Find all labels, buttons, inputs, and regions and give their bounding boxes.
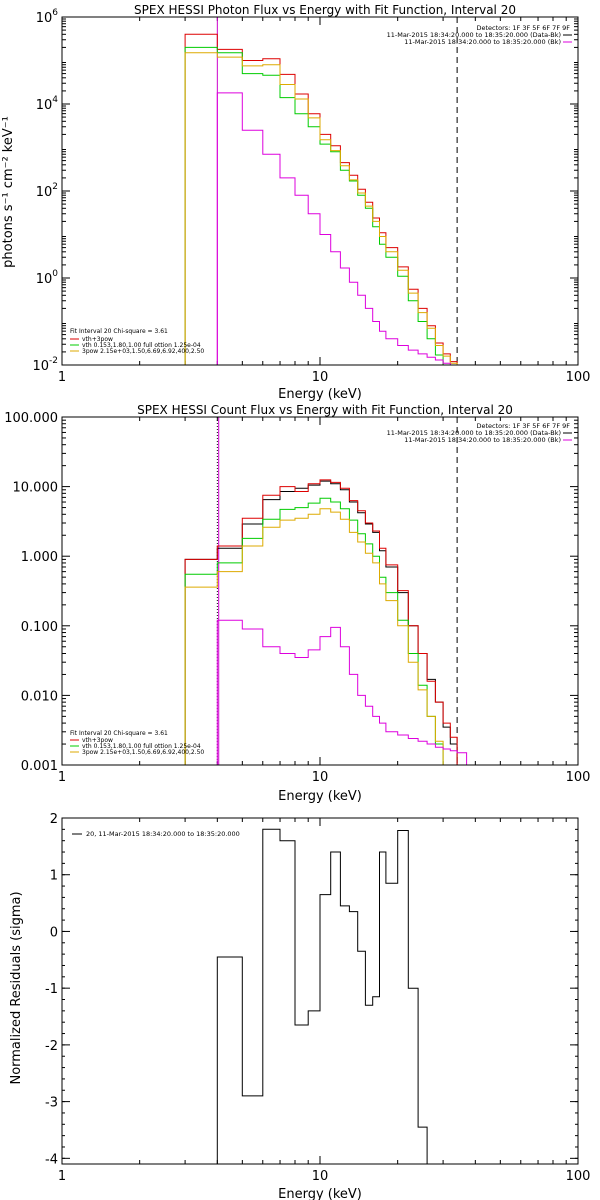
x-tick-label: 10 (312, 770, 329, 785)
panel1-ylabel: photons s⁻¹ cm⁻² keV⁻¹ (1, 116, 16, 268)
series-line (184, 480, 458, 765)
y-tick-label: 0.100 (21, 620, 58, 635)
panel3-axes-box (61, 817, 579, 1165)
y-tick-label: 0.001 (21, 759, 58, 774)
panel1-legend-bottom: Fit Interval 20 Chi-square = 3.61 vth+3p… (70, 328, 204, 355)
series-line (184, 508, 458, 766)
x-tick-label: 100 (566, 370, 591, 385)
y-tick-label: 2 (50, 812, 58, 827)
x-tick-label: 100 (566, 770, 591, 785)
x-tick-label: 10 (312, 370, 329, 385)
legend-line: Detectors: 1F 3F 5F 6F 7F 9F (476, 422, 570, 430)
residuals-panel: Energy (keV) Normalized Residuals (sigma… (9, 812, 590, 1200)
panel2-legend-top: Detectors: 1F 3F 5F 6F 7F 9F 11-Mar-2015… (387, 422, 572, 444)
y-tick-label: -1 (45, 982, 58, 997)
panel2-ticks: 1 10 100 100.000 10.000 1.000 0.100 0.010 0.001 (4, 411, 590, 785)
legend-line: Fit Interval 20 Chi-square = 3.61 (70, 328, 168, 335)
panel1-legend-top: Detectors: 1F 3F 5F 6F 7F 9F 11-Mar-2015… (387, 24, 572, 46)
y-tick-label: 104 (36, 95, 59, 113)
y-tick-label: 10-2 (32, 356, 58, 374)
legend-line: Fit Interval 20 Chi-square = 3.61 (70, 730, 168, 737)
panel2-title: SPEX HESSI Count Flux vs Energy with Fit… (137, 403, 513, 417)
panel3-series (216, 828, 458, 1165)
legend-line: vth 0.153,1.80,1.00 full ottion 1.25e-04 (82, 743, 201, 750)
y-tick-label: 0.010 (21, 689, 58, 704)
legend-line: vth 0.153,1.80,1.00 full ottion 1.25e-04 (82, 342, 201, 349)
x-tick-label: 100 (566, 1169, 591, 1184)
legend-line: 11-Mar-2015 18:34:20.000 to 18:35:20.000… (387, 429, 561, 437)
x-tick-label: 1 (58, 370, 66, 385)
legend-line: 20, 11-Mar-2015 18:34:20.000 to 18:35:20… (86, 830, 240, 838)
y-tick-label: 10.000 (13, 481, 59, 496)
y-tick-label: 0 (50, 925, 58, 940)
y-tick-label: -3 (45, 1096, 58, 1111)
y-tick-label: 1 (50, 869, 58, 884)
y-tick-label: 102 (36, 182, 58, 200)
panel2-xlabel: Energy (keV) (278, 789, 362, 804)
y-tick-label: 100 (36, 269, 59, 287)
panel2-reference-lines (216, 417, 458, 765)
x-tick-label: 1 (58, 770, 66, 785)
panel2-series (184, 479, 468, 766)
legend-line: 3pow 2.15e+03,1.50,6.69,6.92,400,2.50 (82, 348, 204, 355)
count-flux-panel: SPEX HESSI Count Flux vs Energy with Fit… (4, 403, 590, 804)
series-line (216, 92, 467, 366)
legend-line: vth+3pow (82, 737, 113, 744)
legend-line: Detectors: 1F 3F 5F 6F 7F 9F (476, 24, 570, 32)
y-tick-label: 1.000 (21, 550, 58, 565)
series-line (184, 497, 458, 766)
y-tick-label: 100.000 (4, 411, 58, 426)
series-line (184, 479, 458, 765)
panel3-ylabel: Normalized Residuals (sigma) (9, 891, 24, 1084)
legend-line: 11-Mar-2015 18:34:20.000 to 18:35:20.000… (404, 38, 561, 46)
legend-line: vth+3pow (82, 336, 113, 343)
panel3-legend: 20, 11-Mar-2015 18:34:20.000 to 18:35:20… (72, 830, 240, 838)
panel1-xlabel: Energy (keV) (278, 387, 362, 402)
y-tick-label: 106 (36, 8, 59, 26)
legend-line: 3pow 2.15e+03,1.50,6.69,6.92,400,2.50 (82, 749, 204, 756)
series-line (184, 33, 458, 365)
photon-flux-panel: SPEX HESSI Photon Flux vs Energy with Fi… (1, 3, 590, 402)
panel2-axes-box (61, 416, 579, 766)
panel3-xlabel: Energy (keV) (278, 1187, 362, 1200)
y-tick-label: -2 (45, 1039, 58, 1054)
panel1-axes-box (61, 16, 579, 366)
x-tick-label: 1 (58, 1169, 66, 1184)
series-line (216, 828, 458, 1165)
panel1-title: SPEX HESSI Photon Flux vs Energy with Fi… (134, 3, 516, 17)
panel1-series (184, 33, 467, 366)
series-line (216, 619, 468, 765)
legend-line: 11-Mar-2015 18:34:20.000 to 18:35:20.000… (404, 436, 561, 444)
x-tick-label: 10 (312, 1169, 329, 1184)
series-line (184, 52, 458, 365)
legend-line: 11-Mar-2015 18:34:20.000 to 18:35:20.000… (387, 31, 561, 39)
y-tick-label: -4 (45, 1152, 58, 1167)
series-line (184, 46, 458, 366)
panel2-legend-bottom: Fit Interval 20 Chi-square = 3.61 vth+3p… (70, 730, 204, 756)
